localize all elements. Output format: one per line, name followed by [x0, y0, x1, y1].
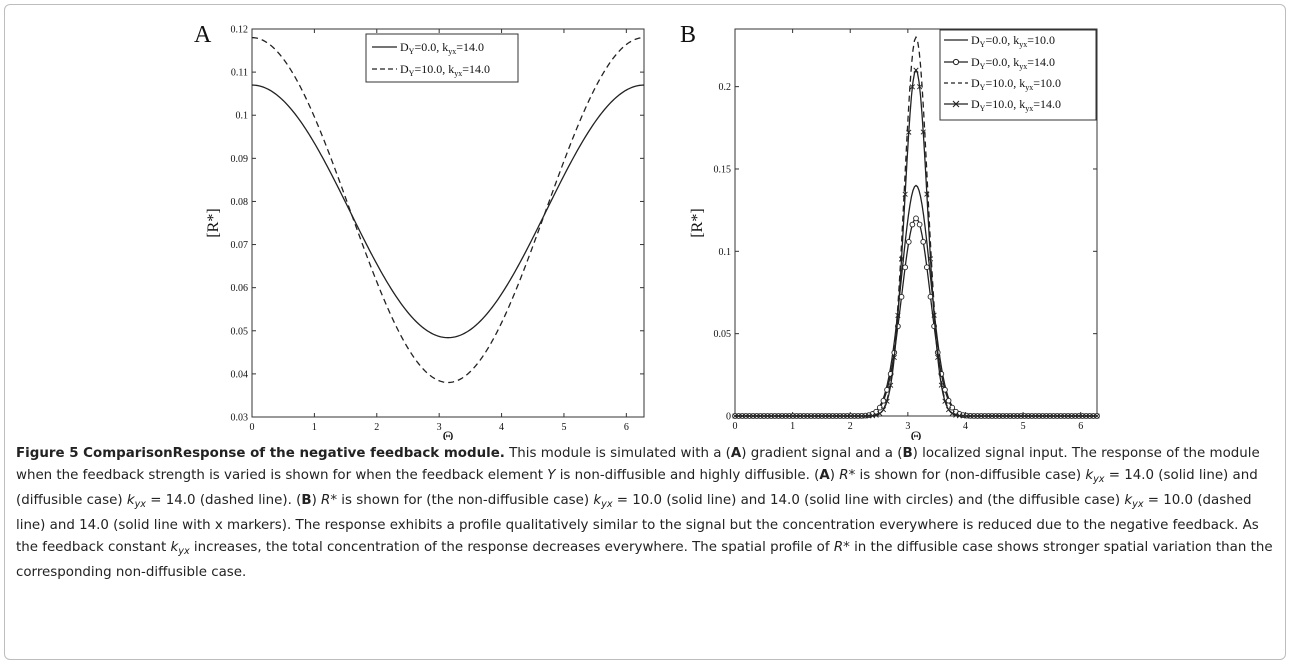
panel-a-xtick-label: 5 [561, 422, 566, 433]
caption-ref-a: A [819, 468, 829, 483]
caption-text: ) [312, 493, 321, 508]
panel-a-ytick-label: 0.03 [231, 413, 249, 424]
panel-a-ytick-label: 0.08 [231, 197, 249, 208]
panel-b-legend-marker-2 [953, 59, 958, 64]
panel-b-ytick-label: 0 [726, 412, 731, 423]
panel-a-ytick-label: 0.05 [231, 326, 249, 337]
panel-b-ytick-label: 0.1 [719, 247, 732, 258]
panel-a-ylabel: [R*] [205, 208, 222, 237]
panel-b-xtick-label: 1 [790, 421, 795, 432]
panel-a-xtick-label: 4 [499, 422, 504, 433]
panel-a-xtick-label: 2 [374, 422, 379, 433]
panel-a-legend-entry-2: DY=10.0, kyx=14.0 [400, 62, 490, 78]
caption-var: k [1124, 493, 1132, 508]
panel-b-ytick-label: 0.2 [719, 82, 732, 93]
caption-ref-b: B [902, 446, 912, 461]
caption-var: k [1085, 468, 1093, 483]
caption-title: Figure 5 ComparisonResponse of the negat… [16, 446, 505, 461]
panel-a-ytick-label: 0.11 [231, 68, 248, 79]
panel-a-xtick-label: 6 [624, 422, 629, 433]
panel-b-ytick-label: 0.15 [714, 164, 732, 175]
caption-text: = 10.0 (solid line) and 14.0 (solid line… [613, 493, 1125, 508]
panel-b: B 0 1 2 3 4 5 6 0 0.05 0.1 0.15 0.2 Θ [R*] DY=0.0, … [680, 22, 1099, 440]
panel-b-series-2-marker [906, 239, 911, 244]
caption-ref-a: A [731, 446, 741, 461]
panel-b-xtick-label: 5 [1021, 421, 1026, 432]
caption-text: = 14.0 (dashed line). ( [146, 493, 301, 508]
panel-a-ytick-label: 0.06 [231, 283, 249, 294]
panel-b-series-2-marker [917, 222, 922, 227]
panel-a: A 0 1 2 3 4 5 6 0.03 0.04 0.05 0.06 0.07 0.08 0.09 0.1… [194, 22, 644, 440]
caption-ref-b: B [301, 493, 311, 508]
panel-b-series-2-marker [921, 239, 926, 244]
panel-b-xtick-label: 0 [733, 421, 738, 432]
caption-text: * is shown for (non-diffusible case) [849, 468, 1086, 483]
caption-subscript: yx [178, 546, 189, 557]
caption-var: R [839, 468, 848, 483]
panel-a-ytick-label: 0.04 [231, 369, 249, 380]
caption-var: k [127, 493, 135, 508]
panel-a-ytick-label: 0.12 [231, 25, 249, 36]
figure-panels: A 0 1 2 3 4 5 6 0.03 0.04 0.05 0.06 0.07 0.08 0.09 0.1… [0, 0, 1292, 440]
panel-b-series-2-marker [910, 222, 915, 227]
panel-b-xtick-label: 6 [1078, 421, 1083, 432]
caption-text: is non-diffusible and highly diffusible.… [555, 468, 819, 483]
panel-b-xtick-label: 4 [963, 421, 968, 432]
panel-b-xlabel: Θ [911, 429, 922, 440]
caption-var: k [593, 493, 601, 508]
panel-b-legend: DY=0.0, kyx=10.0 DY=0.0, kyx=14.0 DY=10.… [940, 30, 1096, 120]
panel-a-ytick-label: 0.07 [231, 240, 249, 251]
panel-a-xtick-label: 1 [312, 422, 317, 433]
panel-b-legend-entry-3: DY=10.0, kyx=10.0 [971, 76, 1061, 92]
panel-b-series-2-marker [903, 265, 908, 270]
caption-text: ) [830, 468, 839, 483]
caption-text: This module is simulated with a ( [505, 446, 731, 461]
panel-b-ytick-label: 0.05 [714, 329, 732, 340]
caption-text: ) gradient signal and a ( [741, 446, 902, 461]
panel-a-ytick-label: 0.09 [231, 154, 249, 165]
panel-a-label: A [194, 22, 212, 48]
panel-a-xlabel: Θ [443, 429, 454, 440]
caption-text: increases, the total concentration of th… [190, 540, 834, 555]
caption-subscript: yx [135, 499, 146, 510]
panel-b-xtick-label: 2 [848, 421, 853, 432]
panel-a-xtick-label: 3 [437, 422, 442, 433]
panel-b-ylabel: [R*] [689, 208, 706, 237]
caption-var: R [834, 540, 843, 555]
caption-subscript: yx [1093, 473, 1104, 484]
caption-subscript: yx [1132, 499, 1143, 510]
panel-b-legend-entry-4: DY=10.0, kyx=14.0 [971, 97, 1061, 113]
caption-var: R [321, 493, 330, 508]
figure-caption: Figure 5 ComparisonResponse of the negat… [16, 443, 1278, 584]
panel-b-series-2-marker [924, 265, 929, 270]
caption-subscript: yx [601, 499, 612, 510]
panel-b-label: B [680, 22, 696, 48]
caption-text: * is shown for (the non-diffusible case) [330, 493, 593, 508]
panel-a-ytick-label: 0.1 [236, 111, 249, 122]
panel-b-series-2-marker [914, 216, 919, 221]
panel-a-xtick-label: 0 [250, 422, 255, 433]
panel-a-legend: DY=0.0, kyx=14.0 DY=10.0, kyx=14.0 [366, 34, 518, 82]
panel-a-axes-box [252, 29, 644, 417]
